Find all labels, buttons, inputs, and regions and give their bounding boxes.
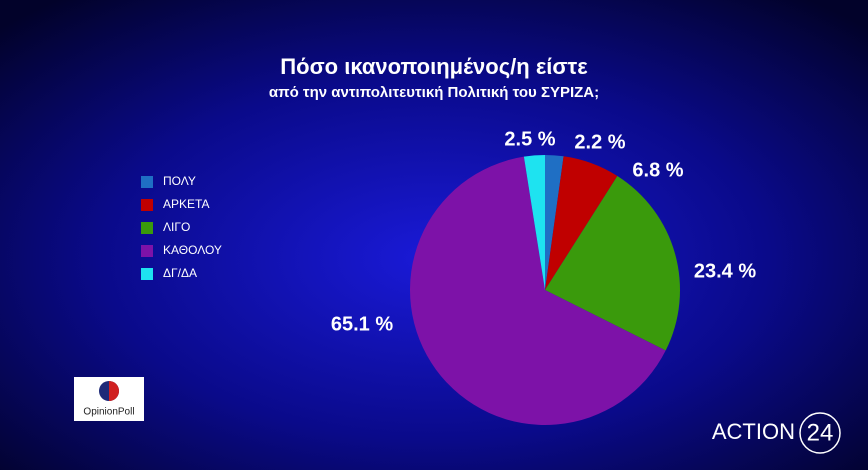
pie-slice: [545, 155, 564, 290]
legend-label: ΛΙΓΟ: [163, 220, 190, 234]
chart-title: Πόσο ικανοποιημένος/η είστε: [280, 54, 588, 79]
legend-swatch: [141, 222, 153, 234]
logo-half: [109, 381, 119, 401]
pie-slice: [523, 155, 545, 290]
pollster-name: OpinionPoll: [83, 407, 134, 418]
legend-label: ΚΑΘΟΛΟΥ: [163, 243, 222, 257]
legend: ΠΟΛΥ ΑΡΚΕΤΑ ΛΙΓΟ ΚΑΘΟΛΟΥ ΔΓ/ΔΑ: [141, 174, 222, 280]
legend-swatch: [141, 268, 153, 280]
chart-subtitle: από την αντιπολιτευτική Πολιτική του ΣΥΡ…: [269, 84, 599, 101]
channel-ring: [799, 412, 841, 454]
channel-name: ACTION: [712, 419, 795, 444]
pie-slice: [409, 156, 666, 426]
legend-label: ΑΡΚΕΤΑ: [163, 197, 209, 211]
data-label: 2.5 %: [504, 128, 555, 150]
data-label: 2.2 %: [574, 131, 625, 153]
data-label: 6.8 %: [632, 159, 683, 181]
legend-label: ΠΟΛΥ: [163, 174, 196, 188]
channel-number: 24: [807, 419, 834, 446]
pie-slice: [545, 176, 680, 351]
legend-label: ΔΓ/ΔΑ: [163, 266, 197, 280]
data-label: 23.4 %: [694, 260, 756, 282]
legend-swatch: [141, 199, 153, 211]
pie: 2.2 % 6.8 % 23.4 % 65.1 % 2.5 %: [331, 128, 756, 426]
legend-swatch: [141, 176, 153, 188]
legend-swatch: [141, 245, 153, 257]
data-label: 65.1 %: [331, 313, 393, 335]
pie-slice: [545, 156, 618, 290]
